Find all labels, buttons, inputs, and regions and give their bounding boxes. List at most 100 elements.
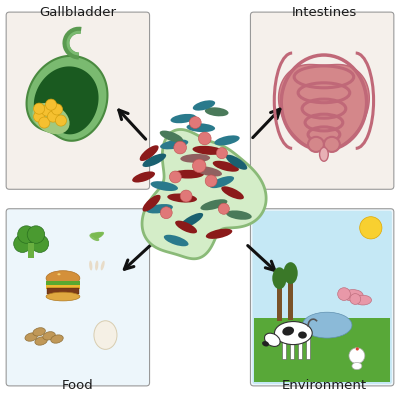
Ellipse shape	[205, 107, 228, 116]
Ellipse shape	[302, 312, 352, 338]
Ellipse shape	[262, 341, 269, 346]
Ellipse shape	[142, 195, 160, 212]
Circle shape	[180, 190, 192, 202]
Ellipse shape	[282, 326, 294, 336]
Circle shape	[34, 103, 45, 114]
Ellipse shape	[356, 347, 359, 350]
Circle shape	[192, 159, 206, 172]
Ellipse shape	[354, 295, 372, 305]
Circle shape	[338, 288, 350, 300]
Text: Food: Food	[62, 379, 94, 392]
Ellipse shape	[95, 260, 98, 270]
Ellipse shape	[180, 154, 210, 163]
Ellipse shape	[92, 232, 103, 237]
Ellipse shape	[142, 154, 166, 167]
Ellipse shape	[160, 140, 188, 149]
Ellipse shape	[226, 210, 252, 220]
Polygon shape	[278, 64, 369, 151]
Ellipse shape	[213, 161, 239, 172]
Circle shape	[189, 116, 201, 128]
Ellipse shape	[150, 181, 178, 191]
Polygon shape	[26, 56, 108, 141]
Text: Intestines: Intestines	[291, 6, 356, 19]
Bar	[298, 338, 302, 359]
Circle shape	[27, 226, 45, 243]
Ellipse shape	[284, 262, 298, 284]
Text: Environment: Environment	[281, 379, 366, 392]
Circle shape	[42, 105, 53, 116]
Ellipse shape	[226, 155, 247, 170]
FancyBboxPatch shape	[6, 12, 150, 189]
Circle shape	[350, 294, 361, 304]
Ellipse shape	[308, 137, 324, 152]
Circle shape	[218, 203, 229, 214]
Ellipse shape	[324, 137, 340, 152]
Ellipse shape	[343, 290, 363, 301]
Bar	[254, 318, 390, 382]
Ellipse shape	[160, 130, 183, 142]
Ellipse shape	[175, 221, 197, 234]
Bar	[290, 338, 294, 359]
Bar	[282, 338, 286, 359]
Ellipse shape	[94, 232, 104, 239]
Circle shape	[205, 175, 217, 187]
Ellipse shape	[192, 146, 223, 155]
Circle shape	[360, 217, 382, 239]
Ellipse shape	[146, 204, 173, 214]
Ellipse shape	[46, 292, 80, 301]
Bar	[28, 242, 34, 258]
Circle shape	[22, 229, 40, 246]
Ellipse shape	[264, 333, 280, 346]
Circle shape	[56, 115, 66, 126]
Circle shape	[170, 171, 181, 183]
Circle shape	[48, 111, 58, 122]
Ellipse shape	[172, 170, 204, 178]
Bar	[46, 282, 80, 286]
FancyBboxPatch shape	[250, 12, 394, 189]
Ellipse shape	[274, 322, 312, 344]
Circle shape	[46, 99, 57, 110]
Circle shape	[31, 235, 49, 252]
Text: Gallbladder: Gallbladder	[39, 6, 116, 19]
Ellipse shape	[272, 267, 286, 289]
FancyBboxPatch shape	[6, 209, 150, 386]
Bar	[277, 286, 282, 321]
Ellipse shape	[186, 123, 215, 132]
Ellipse shape	[35, 337, 47, 345]
Circle shape	[34, 111, 45, 122]
Ellipse shape	[94, 321, 117, 349]
Circle shape	[39, 117, 50, 128]
Ellipse shape	[196, 166, 222, 176]
Ellipse shape	[32, 103, 70, 134]
Bar	[288, 280, 293, 320]
Ellipse shape	[221, 186, 244, 199]
Circle shape	[52, 104, 62, 115]
Ellipse shape	[193, 100, 215, 111]
Ellipse shape	[101, 261, 105, 270]
Ellipse shape	[298, 332, 307, 339]
Ellipse shape	[89, 260, 92, 270]
Ellipse shape	[46, 271, 80, 286]
Ellipse shape	[179, 213, 203, 228]
Circle shape	[349, 348, 365, 364]
Circle shape	[14, 235, 31, 252]
Ellipse shape	[214, 135, 240, 146]
Circle shape	[160, 207, 172, 219]
Polygon shape	[142, 130, 266, 259]
Bar	[306, 338, 310, 359]
Circle shape	[18, 226, 35, 243]
FancyBboxPatch shape	[252, 211, 392, 384]
FancyBboxPatch shape	[250, 209, 394, 386]
Ellipse shape	[167, 194, 197, 202]
Circle shape	[198, 132, 211, 145]
Ellipse shape	[210, 176, 234, 188]
Ellipse shape	[33, 328, 45, 336]
Ellipse shape	[320, 147, 328, 161]
Ellipse shape	[43, 332, 55, 340]
Ellipse shape	[352, 362, 362, 370]
Ellipse shape	[200, 199, 227, 210]
Ellipse shape	[132, 172, 155, 182]
Ellipse shape	[164, 235, 188, 246]
Bar	[47, 288, 79, 294]
Circle shape	[174, 141, 186, 154]
